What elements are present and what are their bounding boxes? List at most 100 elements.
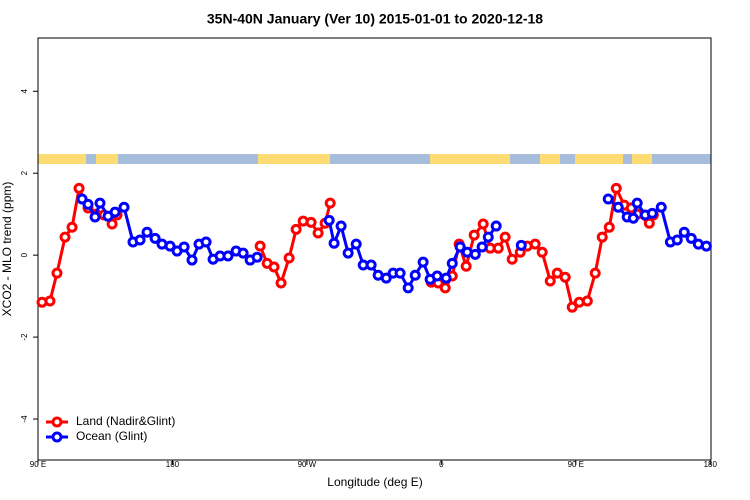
point <box>394 267 406 279</box>
point <box>268 261 280 273</box>
point <box>409 269 421 281</box>
point <box>350 238 362 250</box>
point <box>51 267 63 279</box>
point <box>627 212 639 224</box>
point <box>506 253 518 265</box>
point <box>446 257 458 269</box>
x-tick-label: 180 <box>704 460 718 469</box>
point <box>643 217 655 229</box>
point <box>499 231 511 243</box>
point <box>44 295 56 307</box>
point <box>312 227 324 239</box>
point <box>596 231 608 243</box>
point <box>324 197 336 209</box>
point <box>492 242 504 254</box>
legend-label: Land (Nadir&Glint) <box>76 414 175 428</box>
point <box>581 295 593 307</box>
point <box>178 241 190 253</box>
point <box>655 201 667 213</box>
point <box>66 221 78 233</box>
point <box>200 236 212 248</box>
point <box>73 182 85 194</box>
chart-title: 35N-40N January (Ver 10) 2015-01-01 to 2… <box>207 11 543 27</box>
point <box>141 226 153 238</box>
point <box>275 277 287 289</box>
point <box>559 271 571 283</box>
point <box>89 211 101 223</box>
point <box>566 301 578 313</box>
point <box>134 234 146 246</box>
point <box>440 272 452 284</box>
ocean-strip <box>38 154 711 164</box>
point <box>323 214 335 226</box>
point <box>290 223 302 235</box>
point <box>222 250 234 262</box>
land-strip <box>540 154 560 164</box>
point <box>417 256 429 268</box>
legend-label: Ocean (Glint) <box>76 429 147 443</box>
land-strip <box>430 154 510 164</box>
x-tick-label: 90 E <box>568 460 584 469</box>
point <box>365 259 377 271</box>
point <box>515 239 527 251</box>
point <box>305 216 317 228</box>
point <box>59 231 71 243</box>
point <box>342 247 354 259</box>
y-tick-label: 2 <box>20 170 29 175</box>
point <box>460 260 472 272</box>
point <box>106 218 118 230</box>
point <box>544 275 556 287</box>
x-tick-label: 90 E <box>30 460 46 469</box>
point <box>439 282 451 294</box>
point <box>149 232 161 244</box>
point <box>646 207 658 219</box>
point <box>431 270 443 282</box>
x-tick-label: 90 W <box>298 460 317 469</box>
point <box>678 226 690 238</box>
point <box>186 254 198 266</box>
point <box>109 206 121 218</box>
land-strip <box>96 154 118 164</box>
y-tick-label: 4 <box>20 88 29 93</box>
point <box>482 231 494 243</box>
point <box>700 240 712 252</box>
land-strip <box>632 154 652 164</box>
legend-marker <box>51 431 63 443</box>
point <box>631 197 643 209</box>
x-tick-label: 0 <box>439 460 444 469</box>
point <box>529 238 541 250</box>
point <box>536 246 548 258</box>
point <box>612 201 624 213</box>
point <box>283 252 295 264</box>
x-axis-label: Longitude (deg E) <box>327 475 422 489</box>
x-tick-label: 180 <box>166 460 180 469</box>
point <box>402 282 414 294</box>
point <box>551 267 563 279</box>
point <box>454 241 466 253</box>
point <box>490 220 502 232</box>
point <box>251 251 263 263</box>
point <box>477 218 489 230</box>
point <box>380 272 392 284</box>
point <box>476 241 488 253</box>
y-axis-label: XCO2 - MLO trend (ppm) <box>0 182 14 317</box>
land-strip <box>575 154 623 164</box>
point <box>685 232 697 244</box>
legend-marker <box>51 416 63 428</box>
point <box>671 234 683 246</box>
point <box>118 201 130 213</box>
map-strip <box>38 154 711 164</box>
point <box>335 220 347 232</box>
point <box>82 198 94 210</box>
y-tick-label: 0 <box>20 252 29 257</box>
point <box>468 229 480 241</box>
plot-frame <box>37 37 712 461</box>
point <box>602 193 614 205</box>
point <box>254 240 266 252</box>
point <box>237 247 249 259</box>
point <box>589 267 601 279</box>
point <box>610 182 622 194</box>
point <box>603 221 615 233</box>
